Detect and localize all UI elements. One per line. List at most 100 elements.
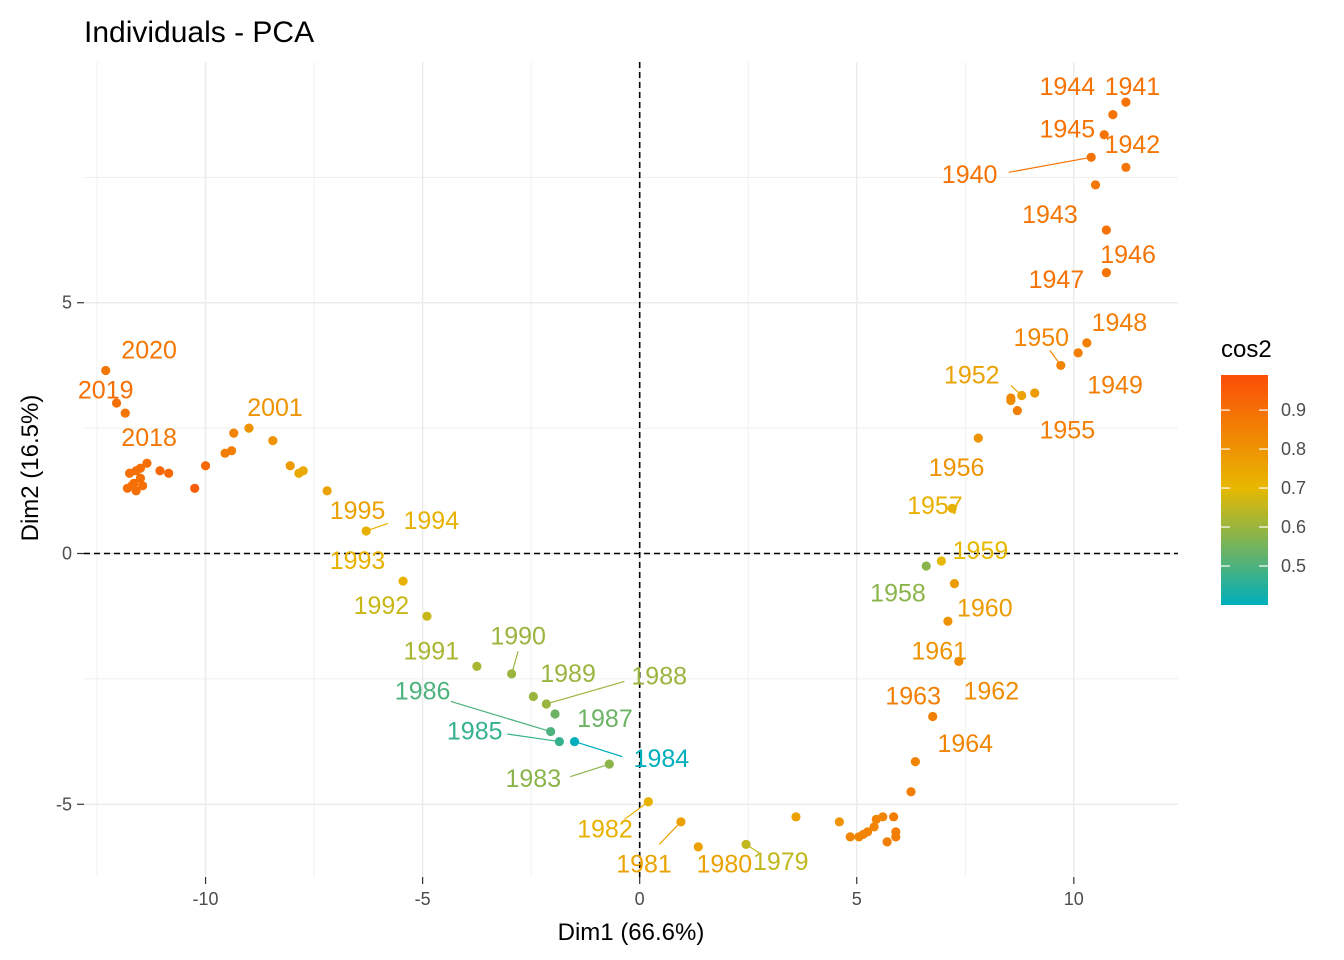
point-label-1986: 1986 — [395, 677, 451, 705]
point-label-1944: 1944 — [1039, 73, 1095, 101]
point — [229, 428, 239, 438]
point-label-1991: 1991 — [403, 637, 459, 665]
point-1950 — [1056, 360, 1066, 371]
point-1944 — [1108, 110, 1118, 120]
point-1960 — [949, 579, 960, 589]
point — [142, 458, 152, 468]
point-label-1942: 1942 — [1105, 131, 1161, 159]
chart-title: Individuals - PCA — [84, 16, 314, 49]
legend-tick-label: 0.6 — [1281, 517, 1306, 537]
point-1942 — [1121, 162, 1131, 172]
legend-colorbar — [1221, 375, 1268, 605]
point — [124, 468, 135, 478]
point-1992 — [422, 611, 432, 621]
point-1945 — [1099, 130, 1109, 140]
label-connector-layer — [365, 156, 1092, 855]
point-label-1946: 1946 — [1100, 241, 1156, 269]
point-1949 — [1073, 348, 1083, 358]
point-label-2020: 2020 — [121, 336, 177, 364]
point-1952 — [1017, 390, 1027, 401]
point-1964 — [910, 757, 920, 767]
point-1984 — [569, 736, 580, 747]
point-label-1963: 1963 — [885, 682, 941, 710]
point — [871, 814, 881, 824]
point-1941 — [1121, 97, 1131, 107]
point — [845, 832, 855, 842]
point-label-1981: 1981 — [616, 850, 672, 878]
point — [869, 822, 879, 832]
point — [122, 483, 133, 493]
point-label-1982: 1982 — [577, 815, 633, 843]
x-tick-label: 10 — [1064, 889, 1084, 909]
point-label-1949: 1949 — [1087, 371, 1143, 399]
point — [791, 812, 801, 822]
point-1961 — [943, 616, 953, 626]
point-1981 — [676, 817, 686, 827]
y-axis-ticks: -5 0 5 — [56, 293, 84, 814]
label-connector-1940 — [1008, 156, 1092, 173]
y-tick-label: 0 — [62, 544, 72, 564]
point-1958 — [921, 561, 931, 571]
legend-tick-label: 0.9 — [1281, 400, 1306, 420]
point-label-1995: 1995 — [330, 497, 386, 525]
point-1979 — [741, 839, 751, 850]
point-label-1940: 1940 — [942, 161, 998, 189]
point-1948 — [1082, 338, 1092, 348]
y-tick-label: -5 — [56, 794, 72, 814]
point-1994 — [361, 526, 371, 536]
point-label-1948: 1948 — [1092, 309, 1148, 337]
point-1962 — [954, 656, 964, 666]
point — [220, 448, 230, 458]
point-1956 — [973, 433, 983, 443]
point-2020 — [101, 365, 111, 376]
point-1991 — [472, 661, 482, 671]
point-label-1959: 1959 — [953, 537, 1009, 565]
point — [268, 436, 278, 446]
point-label-1979: 1979 — [753, 848, 809, 876]
point-label-1987: 1987 — [577, 705, 633, 733]
point-1986 — [546, 726, 556, 737]
legend-title: cos2 — [1221, 336, 1272, 363]
legend-tick-label: 0.8 — [1281, 439, 1306, 459]
label-connector-1982 — [624, 801, 649, 820]
y-axis-title: Dim2 (16.5%) — [17, 395, 44, 542]
y-tick-label: 5 — [62, 293, 72, 313]
point-label-1993: 1993 — [330, 547, 386, 575]
point-label-1985: 1985 — [447, 718, 503, 746]
point-label-1950: 1950 — [1013, 324, 1069, 352]
point-1947 — [1101, 268, 1111, 278]
x-tick-label: 0 — [635, 889, 645, 909]
point-1943 — [1090, 180, 1101, 190]
label-connector-1984 — [574, 741, 623, 758]
point-2018 — [120, 408, 130, 418]
point-label-1989: 1989 — [540, 660, 596, 688]
point-1957 — [947, 503, 957, 513]
point — [1006, 395, 1016, 406]
point-2019 — [111, 398, 122, 408]
legend: cos2 0.5 0.6 0.7 0.8 0.9 — [1221, 336, 1306, 605]
point-label-2019: 2019 — [78, 377, 134, 405]
point — [834, 817, 844, 827]
point-1987 — [550, 709, 560, 719]
point-layer — [101, 97, 1131, 852]
point — [889, 812, 899, 822]
point-label-1962: 1962 — [964, 677, 1020, 705]
point-1985 — [554, 736, 564, 747]
x-tick-label: 5 — [852, 889, 862, 909]
point — [854, 832, 864, 842]
point-1990 — [507, 669, 517, 679]
grid-layer — [84, 62, 1178, 877]
point-label-2001: 2001 — [247, 394, 303, 422]
point — [190, 483, 200, 493]
point — [164, 468, 174, 478]
point-1989 — [528, 691, 538, 702]
x-tick-label: -10 — [193, 889, 219, 909]
point-label-1945: 1945 — [1039, 116, 1095, 144]
point-1982 — [643, 797, 653, 807]
point-label-1964: 1964 — [937, 730, 993, 758]
point-label-1960: 1960 — [957, 595, 1013, 623]
point — [294, 468, 304, 478]
point — [155, 466, 165, 476]
